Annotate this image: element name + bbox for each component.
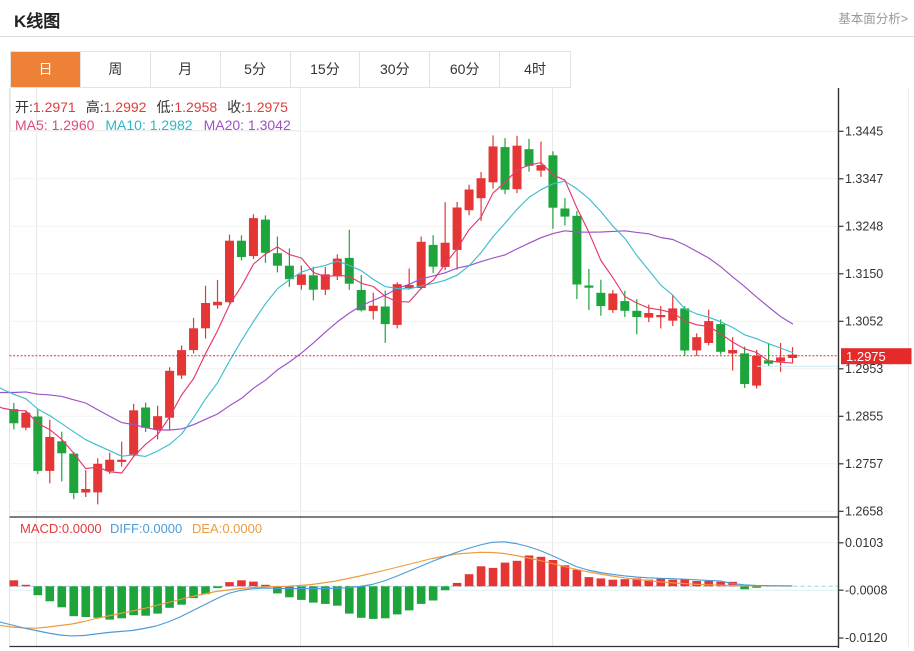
svg-text:MACD:0.0000: MACD:0.0000 [20, 521, 102, 536]
svg-text:0.0103: 0.0103 [845, 536, 883, 550]
svg-text:DIFF:0.0000: DIFF:0.0000 [110, 521, 182, 536]
svg-text:1.3150: 1.3150 [845, 267, 883, 281]
svg-text:1.3248: 1.3248 [845, 220, 883, 234]
svg-text:1.3347: 1.3347 [845, 172, 883, 186]
svg-text:-0.0008: -0.0008 [845, 583, 887, 597]
svg-text:1.3052: 1.3052 [845, 315, 883, 329]
svg-text:1.2757: 1.2757 [845, 457, 883, 471]
svg-text:1.3445: 1.3445 [845, 125, 883, 139]
svg-text:DEA:0.0000: DEA:0.0000 [192, 521, 262, 536]
svg-text:1.2855: 1.2855 [845, 410, 883, 424]
svg-text:1.2953: 1.2953 [845, 362, 883, 376]
svg-text:1.2975: 1.2975 [846, 349, 886, 364]
svg-text:-0.0120: -0.0120 [845, 631, 887, 645]
svg-text:1.2658: 1.2658 [845, 505, 883, 519]
